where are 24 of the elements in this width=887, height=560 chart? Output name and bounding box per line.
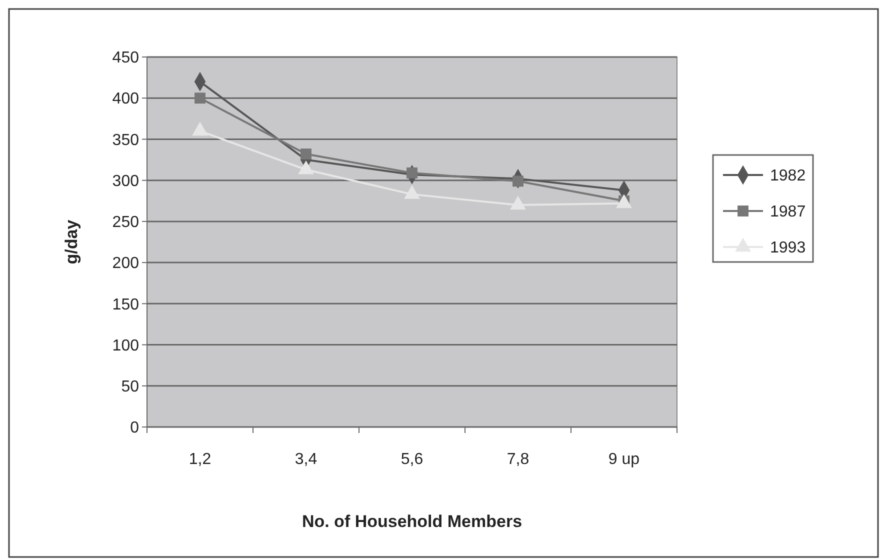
legend-label: 1987 — [770, 204, 806, 221]
y-tick-label: 400 — [112, 90, 140, 108]
y-tick-label: 250 — [112, 214, 140, 232]
y-tick-label: 100 — [112, 337, 140, 354]
point — [194, 92, 206, 104]
y-tick-label: 150 — [112, 296, 140, 314]
y-tick-label: 450 — [112, 50, 140, 67]
point — [406, 167, 418, 178]
y-tick-label: 50 — [121, 378, 140, 396]
x-tick-label: 9 up — [608, 451, 640, 468]
legend-label: 1982 — [770, 168, 806, 185]
y-tick-label: 350 — [112, 132, 140, 149]
point — [300, 148, 312, 160]
x-tick-label: 3,4 — [294, 451, 318, 468]
y-axis-title: g/day — [62, 219, 81, 264]
x-tick-label: 1,2 — [188, 451, 212, 468]
y-tick-label: 300 — [112, 172, 140, 190]
x-tick-label: 5,6 — [400, 451, 424, 468]
y-tick-label: 200 — [112, 255, 140, 272]
legend-label: 1993 — [770, 240, 806, 257]
x-tick-label: 7,8 — [506, 451, 530, 468]
y-tick-label: 0 — [130, 420, 140, 437]
x-axis-title: No. of Household Members — [302, 512, 522, 531]
point — [512, 176, 524, 187]
